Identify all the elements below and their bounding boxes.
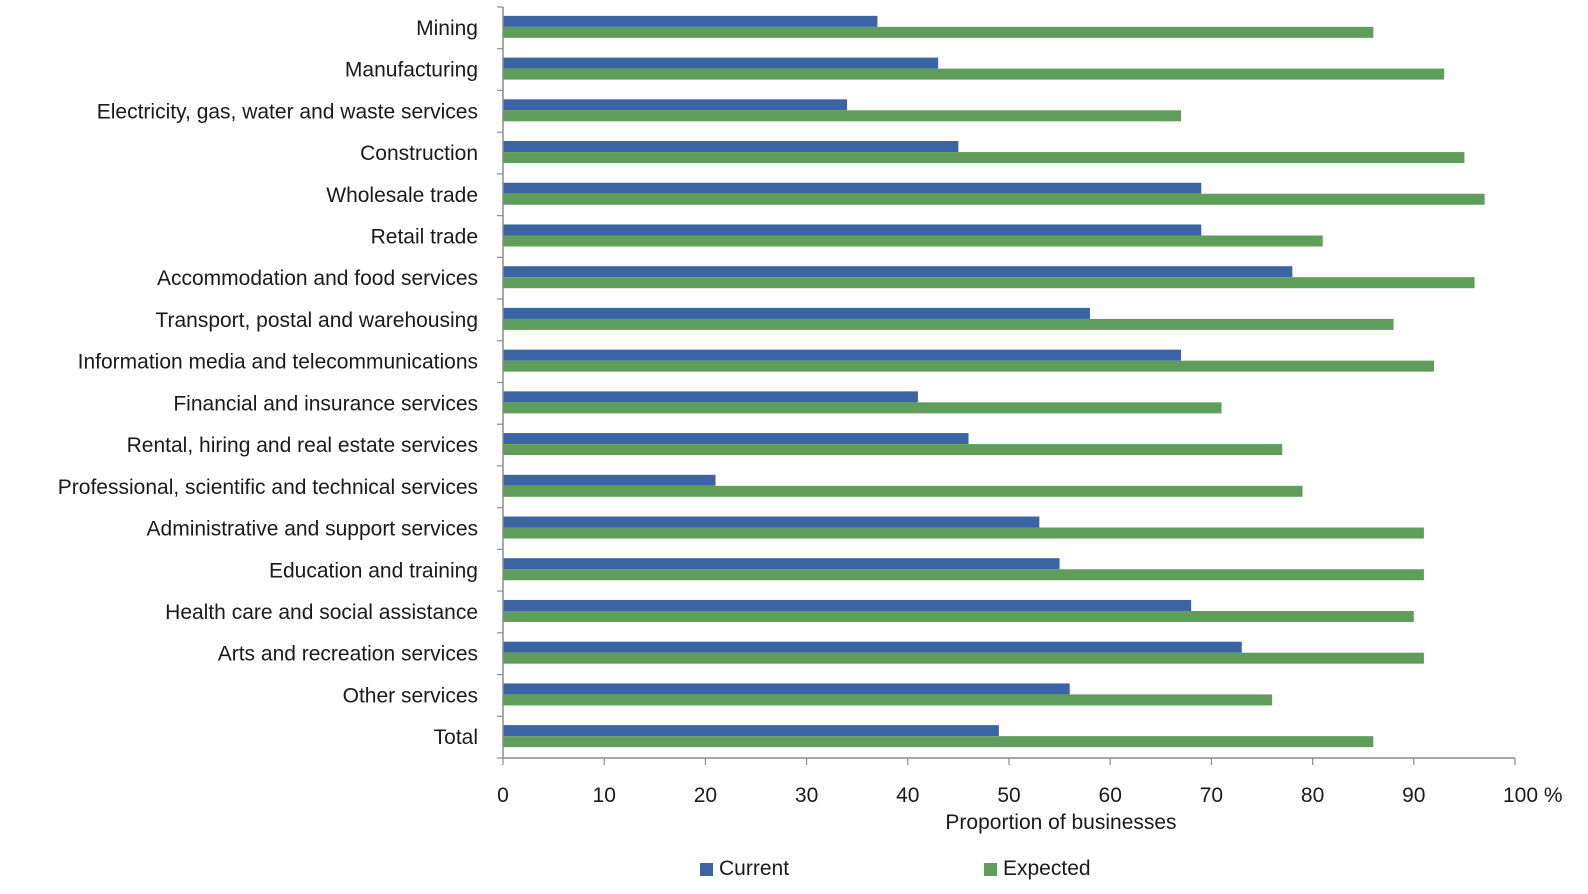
- bar-expected-11: [503, 485, 1303, 497]
- bar-current-10: [503, 433, 969, 445]
- bar-expected-16: [503, 694, 1273, 706]
- category-label-13: Education and training: [269, 559, 478, 582]
- bar-expected-8: [503, 360, 1435, 372]
- bar-current-12: [503, 516, 1040, 528]
- axes: [497, 6, 1516, 765]
- bar-expected-1: [503, 68, 1445, 80]
- bar-current-5: [503, 224, 1202, 236]
- category-label-15: Arts and recreation services: [218, 643, 478, 666]
- x-tick-label-9: 90: [1402, 784, 1425, 807]
- category-label-9: Financial and insurance services: [173, 392, 478, 415]
- bar-expected-3: [503, 152, 1465, 164]
- x-tick-labels: 0 10 20 30 40 50 60 70 80 90 100 %: [497, 784, 1562, 807]
- legend-item-expected: Expected: [984, 857, 1091, 881]
- category-label-8: Information media and telecommunications: [78, 351, 478, 374]
- bar-current-2: [503, 99, 848, 111]
- category-label-14: Health care and social assistance: [165, 601, 478, 624]
- bar-expected-7: [503, 318, 1394, 330]
- bar-current-16: [503, 683, 1070, 695]
- x-tick-label-1: 10: [593, 784, 616, 807]
- category-label-0: Mining: [416, 17, 478, 40]
- bar-expected-15: [503, 652, 1424, 664]
- bar-expected-9: [503, 402, 1222, 414]
- bar-expected-4: [503, 193, 1485, 205]
- bar-current-17: [503, 725, 999, 737]
- category-label-12: Administrative and support services: [147, 518, 478, 541]
- x-tick-label-4: 40: [896, 784, 919, 807]
- bar-expected-0: [503, 26, 1374, 38]
- category-labels: Mining Manufacturing Electricity, gas, wat…: [58, 17, 478, 749]
- bar-expected-10: [503, 444, 1283, 456]
- category-label-1: Manufacturing: [345, 59, 478, 82]
- x-tick-label-6: 60: [1099, 784, 1122, 807]
- bar-current-8: [503, 349, 1182, 361]
- category-label-7: Transport, postal and warehousing: [155, 309, 478, 332]
- legend-label-current: Current: [719, 857, 790, 880]
- category-label-3: Construction: [360, 142, 478, 165]
- x-tick-label-2: 20: [694, 784, 717, 807]
- x-tick-label-0: 0: [497, 784, 509, 807]
- x-tick-label-3: 30: [795, 784, 818, 807]
- bar-current-4: [503, 182, 1202, 194]
- bar-expected-2: [503, 110, 1182, 122]
- bar-current-1: [503, 57, 939, 69]
- bar-current-14: [503, 599, 1192, 611]
- bar-expected-12: [503, 527, 1424, 539]
- legend-swatch-current: [700, 862, 713, 876]
- bar-current-11: [503, 474, 716, 486]
- bars-group: [503, 15, 1485, 748]
- bar-current-7: [503, 307, 1090, 319]
- bar-expected-6: [503, 277, 1475, 289]
- x-tick-label-7: 70: [1200, 784, 1223, 807]
- x-tick-label-5: 50: [997, 784, 1020, 807]
- bar-expected-17: [503, 736, 1374, 748]
- bar-current-6: [503, 266, 1293, 278]
- category-label-10: Rental, hiring and real estate services: [127, 434, 478, 457]
- category-label-17: Total: [434, 726, 478, 749]
- category-label-2: Electricity, gas, water and waste servic…: [97, 100, 478, 123]
- legend: Current Expected: [0, 857, 1588, 887]
- category-label-5: Retail trade: [371, 225, 478, 248]
- x-tick-label-8: 80: [1301, 784, 1324, 807]
- legend-item-current: Current: [700, 857, 789, 881]
- category-label-4: Wholesale trade: [326, 184, 478, 207]
- legend-label-expected: Expected: [1003, 857, 1091, 880]
- bar-current-13: [503, 558, 1060, 570]
- x-axis-title: Proportion of businesses: [945, 811, 1176, 834]
- bar-expected-13: [503, 569, 1424, 581]
- bar-expected-14: [503, 610, 1414, 622]
- category-label-11: Professional, scientific and technical s…: [58, 476, 478, 499]
- bar-expected-5: [503, 235, 1323, 247]
- legend-swatch-expected: [984, 862, 997, 876]
- x-tick-label-10: 100 %: [1503, 784, 1563, 807]
- bar-current-15: [503, 641, 1242, 653]
- bar-current-0: [503, 15, 878, 27]
- category-label-6: Accommodation and food services: [157, 267, 478, 290]
- bar-current-3: [503, 141, 959, 153]
- category-label-16: Other services: [343, 684, 478, 707]
- bar-current-9: [503, 391, 918, 403]
